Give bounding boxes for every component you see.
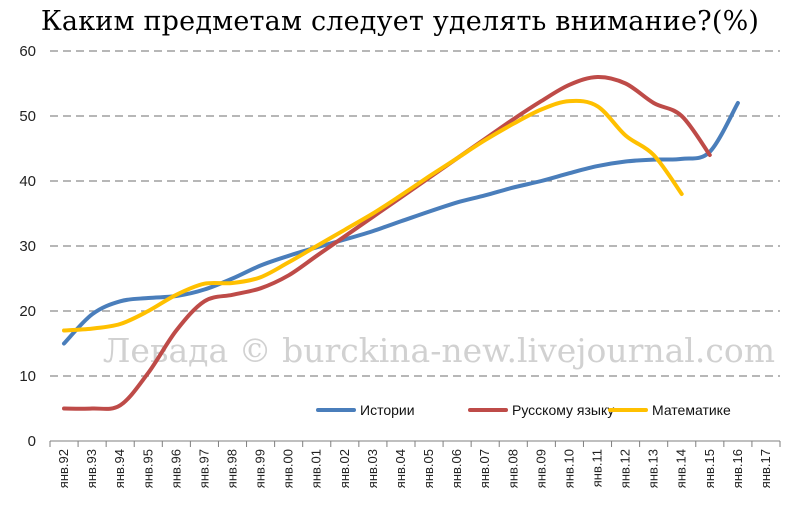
x-tick-label: янв.95 — [140, 449, 155, 488]
legend-label: Математике — [652, 402, 731, 418]
x-tick-label: янв.00 — [281, 449, 296, 488]
y-tick-label: 0 — [28, 433, 36, 450]
series-line-3 — [62, 98, 684, 333]
x-tick-label: янв.05 — [421, 449, 436, 488]
x-tick-label: янв.07 — [477, 449, 492, 488]
y-tick-label: 30 — [19, 238, 36, 255]
x-tick-label: янв.09 — [533, 449, 548, 488]
series-line-1 — [62, 101, 740, 346]
x-tick-label: янв.06 — [449, 449, 464, 488]
x-tick-label: янв.96 — [168, 449, 183, 488]
legend-label: Русскому языку — [512, 402, 614, 418]
x-tick-label: янв.10 — [561, 449, 576, 488]
x-tick-label: янв.92 — [56, 449, 71, 488]
chart-title: Каким предметам следует уделять внимание… — [40, 6, 760, 37]
x-tick-label: янв.15 — [702, 449, 717, 488]
x-tick-label: янв.03 — [365, 449, 380, 488]
x-tick-label: янв.08 — [505, 449, 520, 488]
x-tick-label: янв.13 — [646, 449, 661, 488]
series-line-2 — [62, 74, 712, 411]
x-tick-label: янв.14 — [674, 449, 689, 488]
x-tick-label: янв.93 — [84, 449, 99, 488]
x-tick-label: янв.01 — [309, 449, 324, 488]
x-tick-label: янв.99 — [253, 449, 268, 488]
y-tick-label: 60 — [19, 43, 36, 60]
x-tick-label: янв.04 — [393, 449, 408, 488]
x-tick-label: янв.97 — [196, 449, 211, 488]
x-tick-label: янв.12 — [618, 449, 633, 488]
y-tick-label: 50 — [19, 108, 36, 125]
x-tick-label: янв.94 — [112, 449, 127, 488]
legend-label: Истории — [360, 402, 415, 418]
y-tick-label: 40 — [19, 173, 36, 190]
watermark-text: Левада © burckina-new.livejournal.com — [103, 331, 775, 370]
y-tick-label: 10 — [19, 368, 36, 385]
x-tick-label: янв.11 — [590, 449, 605, 487]
x-tick-label: янв.02 — [337, 449, 352, 488]
x-tick-label: янв.17 — [758, 449, 773, 488]
x-tick-label: янв.98 — [225, 449, 240, 488]
y-tick-label: 20 — [19, 303, 36, 320]
x-tick-label: янв.16 — [730, 449, 745, 488]
